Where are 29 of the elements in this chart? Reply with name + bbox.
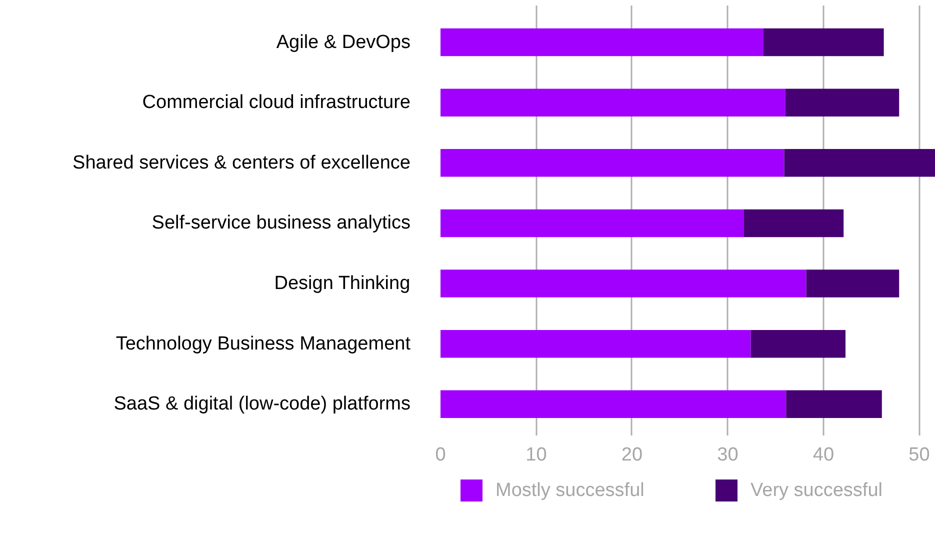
y-tick-label: Design Thinking xyxy=(274,273,410,294)
y-tick-label: Shared services & centers of excellence xyxy=(72,152,411,174)
x-tick-label: 40 xyxy=(812,444,834,466)
legend-label: Very successful xyxy=(750,480,882,501)
x-tick-label: 50 xyxy=(908,444,930,466)
y-tick-label: Commercial cloud infrastructure xyxy=(142,92,411,114)
bar xyxy=(806,270,900,298)
bar xyxy=(763,28,884,56)
bar xyxy=(440,270,806,298)
bar xyxy=(744,209,844,238)
bar xyxy=(440,330,751,358)
y-tick-label: SaaS & digital (low-code) platforms xyxy=(114,394,411,415)
x-tick-label: 30 xyxy=(717,444,738,466)
bar xyxy=(785,88,900,116)
legend-label: Mostly successful xyxy=(496,480,644,501)
bar xyxy=(440,149,784,177)
bar xyxy=(784,149,935,177)
bar xyxy=(750,330,846,358)
x-tick-label: 10 xyxy=(526,444,547,466)
y-tick-label: Agile & DevOps xyxy=(276,32,411,53)
bar xyxy=(440,28,764,56)
bar xyxy=(440,88,786,116)
bar xyxy=(440,209,744,238)
bar xyxy=(440,390,786,418)
bar xyxy=(786,390,882,418)
y-tick-label: Technology Business Management xyxy=(116,333,412,354)
x-tick-label: 20 xyxy=(621,444,643,466)
y-tick-label: Self-service business analytics xyxy=(152,212,410,234)
x-tick-label: 0 xyxy=(435,444,446,466)
